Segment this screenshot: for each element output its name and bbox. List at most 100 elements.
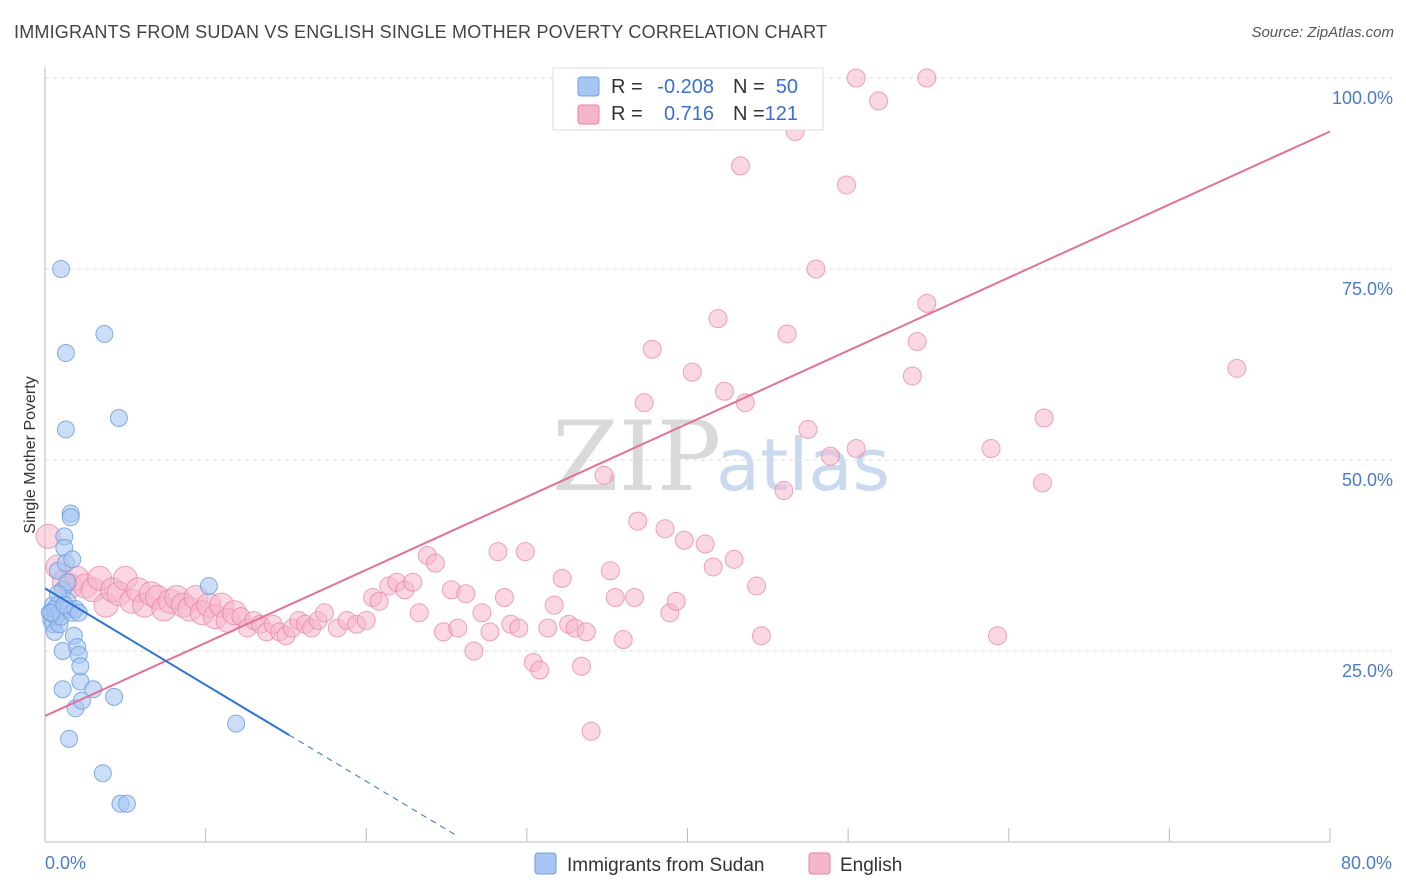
legend-r-value-sudan: -0.208 [657,76,714,98]
sudan-point [109,408,128,427]
sudan-point [199,577,218,596]
english-point [1227,358,1247,378]
english-point [988,626,1008,646]
sudan-point [84,680,103,699]
sudan-point [56,420,75,439]
english-point [751,626,771,646]
sudan-point [63,550,82,569]
english-point [902,366,922,386]
english-point [820,446,840,466]
y-axis-title: Single Mother Poverty [22,376,39,533]
legend-r-label-english: R = [611,103,643,125]
english-point [798,419,818,439]
english-point [703,557,723,577]
english-point [538,618,558,638]
x-tick-label-min: 0.0% [45,853,86,873]
sudan-point [227,714,246,733]
bottom-legend-label-english: English [840,855,902,876]
correlation-legend: R = -0.208 N = 50 R = 0.716 N = 121 [552,67,824,131]
english-point [581,721,601,741]
english-point [600,561,620,581]
english-point [472,603,492,623]
english-point [846,68,866,88]
english-point [695,534,715,554]
y-tick-label: 100.0% [1332,88,1393,108]
english-trend-line [44,130,1331,717]
bottom-legend-swatch-sudan [534,852,557,875]
english-point [509,618,529,638]
legend-n-value-english: 121 [765,103,798,125]
english-point [747,576,767,596]
english-point [1034,408,1054,428]
y-tick-label: 25.0% [1342,661,1393,681]
english-point [605,588,625,608]
watermark: ZIP atlas [552,401,890,513]
english-point [777,324,797,344]
sudan-point [60,729,79,748]
english-point [403,572,423,592]
english-point [544,595,564,615]
english-point [456,584,476,604]
english-point [552,568,572,588]
english-point [846,439,866,459]
x-ticks [44,828,1331,842]
series-sudan [40,260,246,813]
english-point [530,660,550,680]
sudan-point [53,680,72,699]
english-point [731,156,751,176]
english-point [464,641,484,661]
english-point [917,68,937,88]
sudan-point [93,764,112,783]
english-point [806,259,826,279]
bottom-legend-label-sudan: Immigrants from Sudan [567,855,764,876]
english-point [448,618,468,638]
sudan-point [95,324,114,343]
series-legend: Immigrants from Sudan English [534,852,902,876]
english-point [634,393,654,413]
english-point [480,622,500,642]
legend-swatch-english [577,104,600,125]
english-point [369,591,389,611]
sudan-point [117,794,136,813]
sudan-trend-line [44,587,290,736]
sudan-trend-extension [288,734,455,835]
legend-r-label-sudan: R = [611,76,643,98]
legend-swatch-sudan [577,76,600,97]
english-point [708,309,728,329]
english-point [571,656,591,676]
sudan-point [71,657,90,676]
english-point [624,588,644,608]
english-point [724,549,744,569]
english-point [628,511,648,531]
trend-lines [44,130,1331,835]
legend-n-label-sudan: N = [733,76,765,98]
english-point [666,591,686,611]
legend-n-label-english: N = [733,103,765,125]
chart-title: IMMIGRANTS FROM SUDAN VS ENGLISH SINGLE … [14,22,828,42]
english-point [837,175,857,195]
sudan-point [56,344,75,363]
english-point [613,630,633,650]
series-english [35,68,1247,741]
legend-n-value-sudan: 50 [776,76,798,98]
english-point [576,622,596,642]
y-tick-label: 75.0% [1342,279,1393,299]
english-point [356,610,376,630]
english-point [735,393,755,413]
source-label: Source: ZipAtlas.com [1251,24,1394,41]
english-point [869,91,889,111]
english-point [515,542,535,562]
english-point [494,588,514,608]
x-tick-label-max: 80.0% [1341,853,1392,873]
sudan-point [61,508,80,527]
english-point [425,553,445,573]
watermark-zip: ZIP [552,401,721,513]
english-point [655,519,675,539]
y-tick-label: 50.0% [1342,470,1393,490]
english-point [714,381,734,401]
bottom-legend-swatch-english [808,852,831,875]
english-point [981,439,1001,459]
english-point [682,362,702,382]
english-point [409,603,429,623]
